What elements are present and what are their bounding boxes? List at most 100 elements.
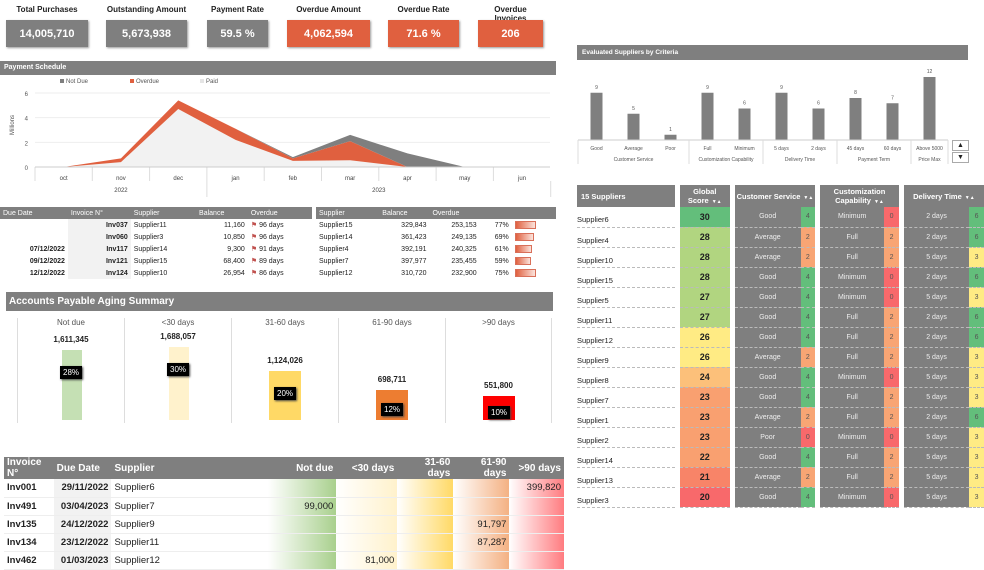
global-score: 23 [679,387,730,408]
cell: Inv037 [67,219,131,231]
column-header[interactable]: Customization Capability ▼▲ [820,185,899,207]
table-row: 07/12/2022 Inv117 Supplier14 9,300 ⚑ 91 days [0,243,312,255]
cell-text: Supplier14 [133,245,168,253]
cell-text: Inv124 [105,269,128,277]
column-header[interactable]: Customer Service ▼▲ [734,185,816,207]
cell-text: Supplier3 [133,233,164,241]
data-label: 9 [706,85,709,91]
criteria-points: 3 [969,487,984,508]
criteria-value: Good [734,207,801,228]
column-header[interactable]: Global Score ▼▲ [679,185,730,207]
table-row: Supplier1 23 Average 2 Full 2 2 days 6 [577,407,984,428]
aging-bucket: Not due 1,611,345 28% [17,318,124,423]
kpi-title: Total Purchases [16,5,78,14]
supplier-name: Supplier3 [577,487,675,508]
bar [775,92,788,140]
supplier-name: Supplier4 [577,227,675,248]
sort-icon[interactable]: ▼▲ [964,194,975,201]
group-label: Delivery Time [785,157,816,163]
supplier-count-header: 15 Suppliers [577,185,675,207]
data-label: 5 [632,106,635,112]
x-tick-label: apr [403,176,412,182]
supplier-name: Supplier12 [577,327,675,348]
table-row: 09/12/2022 Inv121 Supplier15 68,400 ⚑ 89 day… [0,255,312,267]
criteria-value: 2 days [903,207,970,228]
sort-icon[interactable]: ▼▲ [803,194,814,201]
cell: Supplier6 [111,479,268,498]
cell: Supplier7 [111,497,268,516]
kpi-title: Outstanding Amount [106,5,187,14]
cell: 240,325 [451,245,477,253]
criteria-value: Good [734,487,801,508]
cell: Inv121 [67,255,131,267]
cell [509,497,564,516]
criteria-points: 3 [969,247,984,268]
bar [923,77,936,140]
table-row: Supplier7 23 Good 4 Full 2 5 days 3 [577,387,984,408]
criteria-value: 2 days [903,407,970,428]
global-score: 27 [679,307,730,328]
supplier-name: Supplier5 [577,287,675,308]
criteria-points: 0 [884,367,899,388]
table-row: Inv134 23/12/2022 Supplier11 87,287 [4,533,564,552]
cell: ⚑ 89 days [248,255,312,267]
criteria-value: Good [734,447,801,468]
x-tick-label: Average [624,146,643,152]
table-row: Supplier12 26 Good 4 Full 2 2 days 6 [577,327,984,348]
cell: Supplier4 [319,245,349,253]
year-label: 2023 [372,188,386,194]
cell [397,479,454,498]
bar [812,108,825,140]
aging-value: 1,611,345 [53,335,89,345]
cell: Supplier12 [319,269,353,277]
cell: 392,191 [401,245,427,253]
supplier-name: Supplier1 [577,407,675,428]
bar [664,134,677,140]
cell: 310,720 [401,269,427,277]
cell [336,515,398,534]
table-row: Supplier11 27 Good 4 Full 2 2 days 6 [577,307,984,328]
data-label: 6 [817,101,820,107]
criteria-points: 0 [884,427,899,448]
cell: 397,977 [401,257,427,265]
x-tick-label: Poor [665,146,676,152]
kpi-value: 5,673,938 [106,20,187,47]
scroll-down-button[interactable]: ▼ [952,152,969,163]
supplier-name: Supplier10 [577,247,675,268]
x-tick-label: jan [231,176,240,182]
global-score: 20 [679,487,730,508]
aging-value: 551,800 [484,381,513,391]
cell: 09/12/2022 [0,255,68,267]
cell [267,533,337,552]
criteria-points: 2 [884,387,899,408]
criteria-points: 6 [969,327,984,348]
cell-text: 96 days [259,222,284,229]
global-score: 30 [679,207,730,228]
sort-icon[interactable]: ▼▲ [711,199,722,205]
cell: Supplier14 [131,243,196,255]
column-header[interactable]: Delivery Time ▼▲ [903,185,984,207]
criteria-value: Good [734,307,801,328]
overdue-rate-bar [514,269,536,277]
criteria-value: Full [820,227,885,248]
criteria-value: Full [820,407,885,428]
cell: 69% [494,233,509,241]
y-tick-label: 6 [25,92,29,98]
table-row: Supplier10 28 Average 2 Full 2 5 days 3 [577,247,984,268]
column-header: 31-60 days [397,457,454,479]
supplier-name: Supplier14 [577,447,675,468]
sort-icon[interactable]: ▼▲ [873,199,884,205]
global-score: 23 [679,407,730,428]
criteria-points: 2 [884,247,899,268]
cell: 10,850 [196,231,248,243]
global-score: 24 [679,367,730,388]
scroll-up-button[interactable]: ▲ [952,140,969,151]
cell: Supplier3 [131,231,196,243]
criteria-value: Good [734,367,801,388]
criteria-value: 5 days [903,367,970,388]
column-header: 61-90 days [453,457,510,479]
cell [267,515,337,534]
cell: 68,400 [196,255,248,267]
cell: 75% [494,269,509,277]
flag-icon: ⚑ [250,258,260,265]
